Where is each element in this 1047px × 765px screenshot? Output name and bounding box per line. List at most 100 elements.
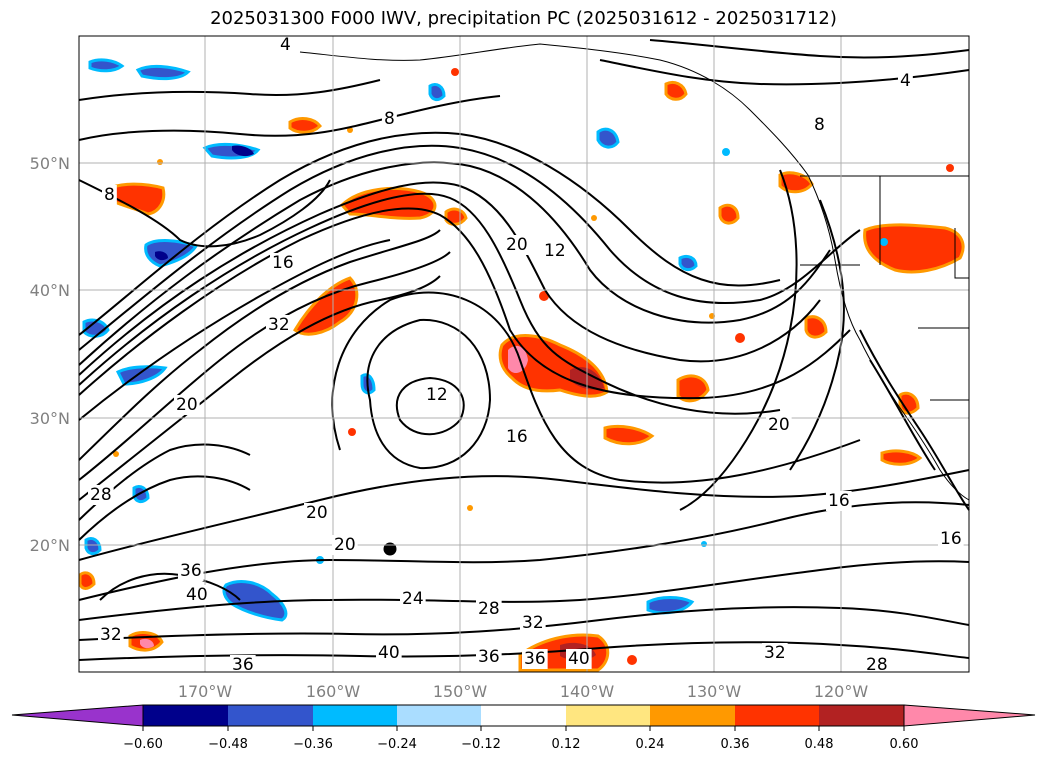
iwv-contour (78, 144, 861, 351)
iwv-contour (78, 560, 970, 621)
colorbar-tick-label: −0.60 (123, 737, 163, 752)
lon-tick-label: 150°W (433, 682, 488, 701)
iwv-contour (78, 606, 970, 641)
contour-label-bg (376, 643, 402, 663)
lat-axis: 50°N 40°N 30°N 20°N (30, 154, 70, 555)
lat-tick-label: 40°N (30, 281, 70, 300)
contour-label: 40 (568, 649, 590, 669)
iwv-contour (78, 79, 381, 101)
precip-patch (646, 596, 695, 615)
contour-label: 40 (378, 643, 400, 663)
lat-tick-label: 20°N (30, 536, 70, 555)
precip-patch (140, 638, 154, 649)
contour-label: 36 (478, 647, 500, 667)
precip-patch (348, 428, 356, 436)
contour-label: 20 (306, 503, 328, 523)
contour-labels: 4 4 8 8 8 12 12 16 16 16 16 20 20 20 20 … (88, 35, 964, 675)
colorbar-segment (397, 705, 481, 726)
iwv-contour (78, 275, 441, 501)
contour-label: 36 (232, 655, 254, 675)
map-frame (78, 35, 970, 673)
contour-label-bg (184, 585, 210, 605)
contour-label: 24 (402, 589, 424, 609)
precip-patch (735, 333, 745, 343)
lon-tick-label: 120°W (814, 682, 869, 701)
contour-label: 16 (828, 491, 850, 511)
contour-label-bg (174, 395, 200, 415)
lat-tick-label: 30°N (30, 409, 70, 428)
colorbar-segment (650, 705, 735, 726)
gridlines (79, 36, 969, 672)
iwv-contour (78, 229, 441, 461)
contour-label-bg (332, 535, 358, 555)
colorbar-segment (143, 705, 228, 726)
precip-patch (104, 182, 166, 216)
precip-patch (135, 64, 191, 81)
iwv-contour (649, 39, 970, 59)
colorbar-ticks (142, 726, 905, 731)
contour-label-bg (938, 529, 964, 549)
iwv-contour (78, 192, 781, 415)
contour-label-bg (382, 109, 397, 129)
contour-label-bg (230, 655, 256, 675)
colorbar-tick-label: 0.24 (636, 737, 665, 752)
contour-label: 40 (186, 585, 208, 605)
precip-patch (222, 580, 288, 622)
iwv-contour (78, 95, 501, 141)
contour-label: 36 (180, 561, 202, 581)
colorbar-tick-label: 0.12 (552, 737, 581, 752)
contour-label-bg (424, 385, 450, 405)
iwv-contour (78, 181, 821, 376)
contour-label: 8 (104, 185, 115, 205)
contour-label-bg (266, 315, 292, 335)
iwv-contour (78, 207, 851, 400)
precip-patch (946, 164, 954, 172)
contour-label-bg (504, 235, 530, 255)
contour-label: 32 (100, 625, 122, 645)
precip-patch (78, 571, 96, 590)
colorbar-tick-label: −0.24 (377, 737, 417, 752)
contour-label-bg (278, 35, 293, 55)
precip-patch (288, 117, 322, 134)
colorbar-tick-label: −0.12 (461, 737, 501, 752)
contour-label-bg (864, 655, 890, 675)
contour-label-bg (178, 561, 204, 581)
contour-label-bg (762, 643, 788, 663)
iwv-contour (78, 239, 391, 421)
colorbar-segment (228, 705, 313, 726)
colorbar-segment (735, 705, 819, 726)
precip-patch (232, 145, 254, 157)
iwv-contour (331, 291, 861, 484)
precip-patch (664, 80, 688, 101)
contour-label: 8 (814, 115, 825, 135)
contour-label: 16 (506, 427, 528, 447)
contour-label-bg (826, 491, 852, 511)
lon-axis: 170°W 160°W 150°W 140°W 130°W 120°W (178, 682, 869, 701)
contour-label: 16 (940, 529, 962, 549)
contour-label-bg (898, 71, 913, 91)
contour-label-bg (88, 485, 114, 505)
contour-label-bg (522, 649, 548, 669)
contour-label-bg (566, 649, 592, 669)
lat-tick-label: 50°N (30, 154, 70, 173)
contour-label-bg (812, 115, 827, 135)
colorbar-extend-left (11, 704, 144, 727)
contour-label: 32 (268, 315, 290, 335)
iwv-contour (78, 475, 251, 541)
contour-label: 32 (764, 643, 786, 663)
lon-tick-label: 130°W (687, 682, 742, 701)
iwv-contour (789, 199, 845, 471)
precip-patch (428, 82, 446, 102)
contour-label-bg (476, 599, 502, 619)
contour-label: 28 (866, 655, 888, 675)
contour-label: 28 (478, 599, 500, 619)
precip-patch (880, 449, 923, 466)
lon-tick-label: 160°W (306, 682, 361, 701)
precip-patch (722, 148, 730, 156)
chart-title: 2025031300 F000 IWV, precipitation PC (2… (210, 8, 837, 29)
precip-patch (113, 451, 119, 457)
coastline (954, 228, 969, 279)
precip-patch (347, 127, 353, 133)
precip-patch (444, 207, 468, 226)
precip-patch (144, 239, 199, 268)
